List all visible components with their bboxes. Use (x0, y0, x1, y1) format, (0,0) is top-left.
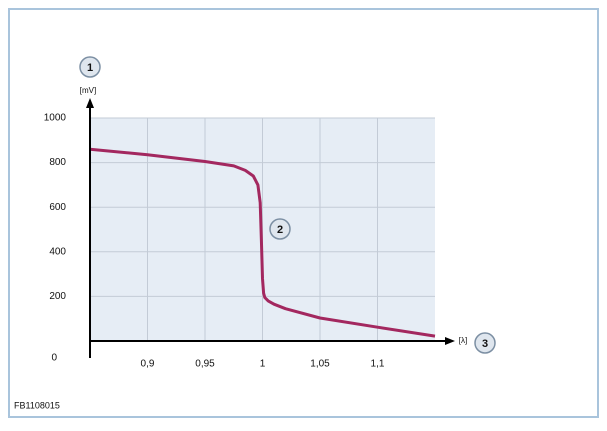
x-tick-label: 0,95 (195, 359, 215, 370)
callout: 1 (79, 56, 101, 78)
y-tick-label: 400 (49, 246, 66, 257)
callout-label: 3 (482, 338, 488, 350)
line-series (89, 147, 436, 338)
x-arrow (445, 337, 455, 345)
callout-label: 2 (277, 224, 283, 236)
x-tick-label: 1,1 (371, 359, 385, 370)
y-tick-label: 600 (49, 202, 66, 213)
y-arrow (86, 98, 94, 108)
x-label: [λ] (459, 336, 467, 345)
y-tick-label: 0 (51, 353, 57, 364)
y-tick-label: 800 (49, 157, 66, 168)
x-tick-label: 1 (260, 359, 266, 370)
y-label: [mV] (80, 86, 96, 95)
x-tick-label: 0,9 (141, 359, 155, 370)
callout-label: 1 (87, 62, 93, 74)
y-tick-label: 200 (49, 291, 66, 302)
callout: 3 (474, 332, 496, 354)
x-tick-label: 1,05 (310, 359, 330, 370)
callout: 2 (269, 218, 291, 240)
figure-id: FB1108015 (14, 400, 60, 410)
y-tick-label: 1000 (44, 113, 67, 124)
